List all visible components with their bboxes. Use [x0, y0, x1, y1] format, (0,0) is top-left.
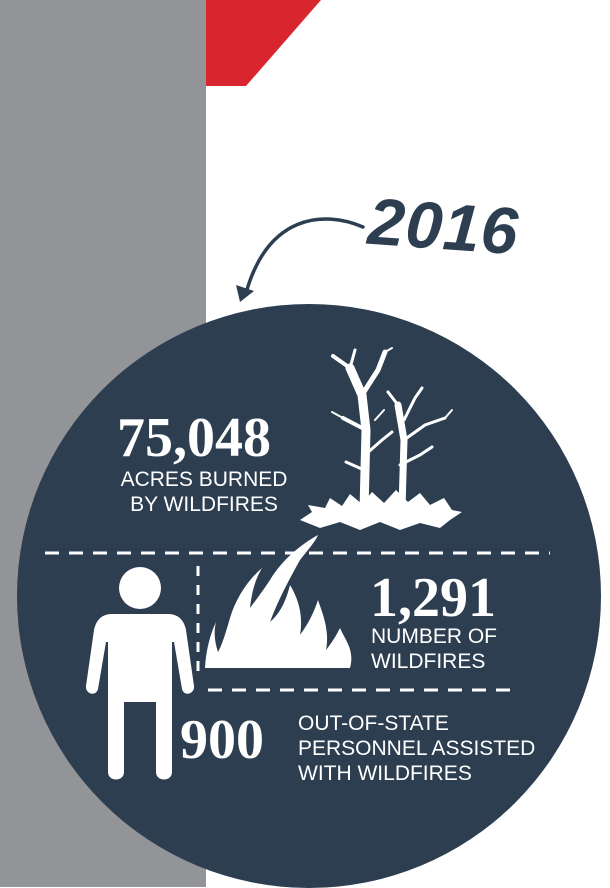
- wildfire-count-value: 1,291: [370, 567, 496, 629]
- arrow-icon: [236, 217, 365, 302]
- acres-burned-value: 75,048: [117, 407, 271, 469]
- flame-icon: [205, 535, 352, 668]
- red-corner-banner: [206, 0, 321, 86]
- burnt-trees-icon: [331, 347, 453, 515]
- person-icon: [85, 567, 195, 780]
- stats-circle: [17, 304, 601, 888]
- ground-grass: [300, 490, 462, 530]
- personnel-label: OUT-OF-STATE PERSONNEL ASSISTED WITH WIL…: [298, 712, 536, 785]
- acres-burned-label: ACRES BURNED BY WILDFIRES: [120, 468, 288, 516]
- personnel-value: 900: [180, 709, 264, 771]
- wildfire-count-label: NUMBER OF WILDFIRES: [371, 625, 497, 673]
